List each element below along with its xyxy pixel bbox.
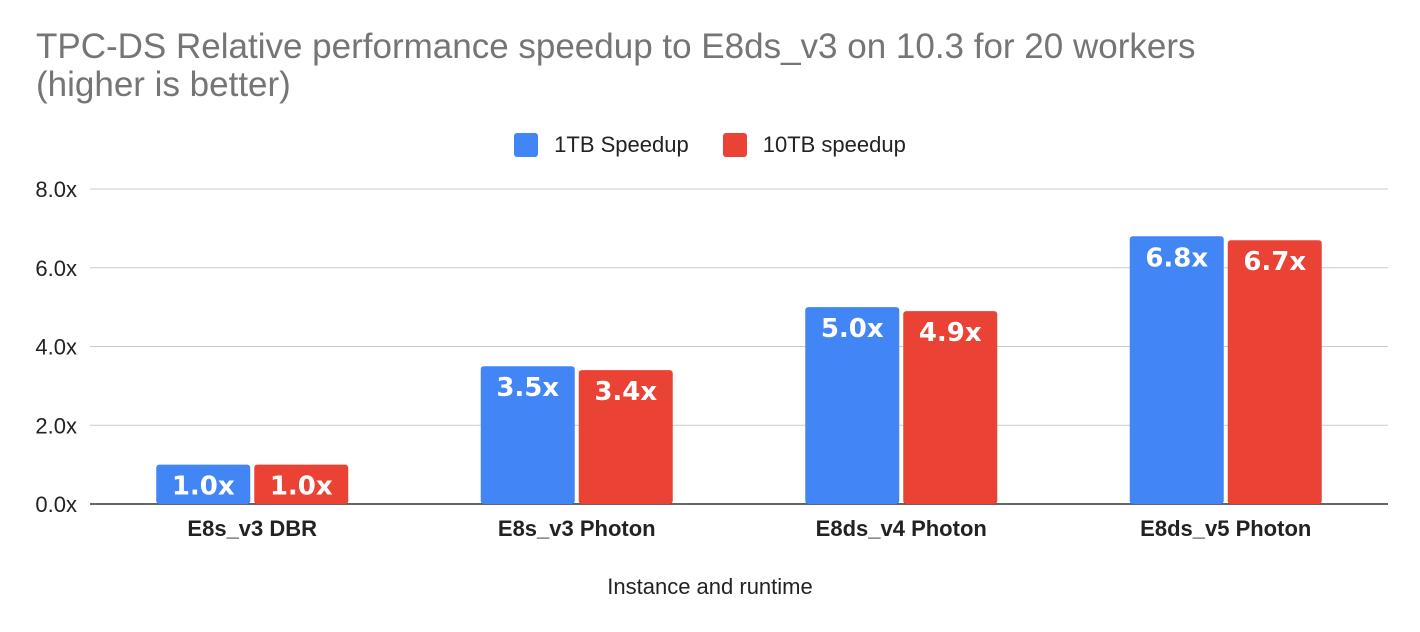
chart-title: TPC-DS Relative performance speedup to E… — [36, 28, 1396, 104]
bar-1tb — [480, 366, 575, 504]
legend: 1TB Speedup 10TB speedup — [0, 130, 1420, 160]
title-line: TPC-DS Relative performance speedup to E… — [36, 27, 1196, 66]
data-label: 5.0x — [821, 314, 884, 344]
y-tick-label: 6.0x — [35, 256, 77, 281]
data-label: 1.0x — [172, 472, 235, 502]
bar-1tb — [805, 307, 900, 504]
legend-label-1tb: 1TB Speedup — [554, 132, 689, 157]
legend-swatch-10tb — [722, 133, 747, 157]
data-label: 3.5x — [496, 373, 559, 403]
y-tick-label: 0.0x — [35, 492, 77, 517]
legend-item-1tb: 1TB Speedup — [514, 132, 689, 158]
bar-1tb — [156, 464, 251, 504]
bar-10tb — [1227, 240, 1322, 504]
legend-label-10tb: 10TB speedup — [762, 132, 906, 157]
y-tick-label: 2.0x — [35, 413, 77, 438]
legend-item-10tb: 10TB speedup — [722, 132, 906, 158]
data-label: 1.0x — [270, 472, 333, 502]
bar-10tb — [254, 464, 349, 504]
bar-10tb — [578, 370, 673, 504]
x-axis-label: Instance and runtime — [607, 574, 813, 599]
data-label: 6.8x — [1145, 243, 1208, 273]
legend-swatch-1tb — [514, 133, 539, 157]
x-tick-label: E8s_v3 DBR — [187, 516, 317, 541]
x-tick-label: E8ds_v4 Photon — [816, 516, 987, 541]
y-tick-label: 8.0x — [35, 177, 77, 202]
bar-10tb — [903, 311, 998, 504]
y-tick-label: 4.0x — [35, 335, 77, 360]
x-tick-label: E8ds_v5 Photon — [1140, 516, 1311, 541]
data-label: 6.7x — [1243, 247, 1306, 277]
bar-1tb — [1129, 236, 1224, 504]
subtitle-line: (higher is better) — [36, 65, 291, 104]
data-label: 3.4x — [594, 377, 657, 407]
x-tick-label: E8s_v3 Photon — [498, 516, 656, 541]
data-label: 4.9x — [919, 318, 982, 348]
